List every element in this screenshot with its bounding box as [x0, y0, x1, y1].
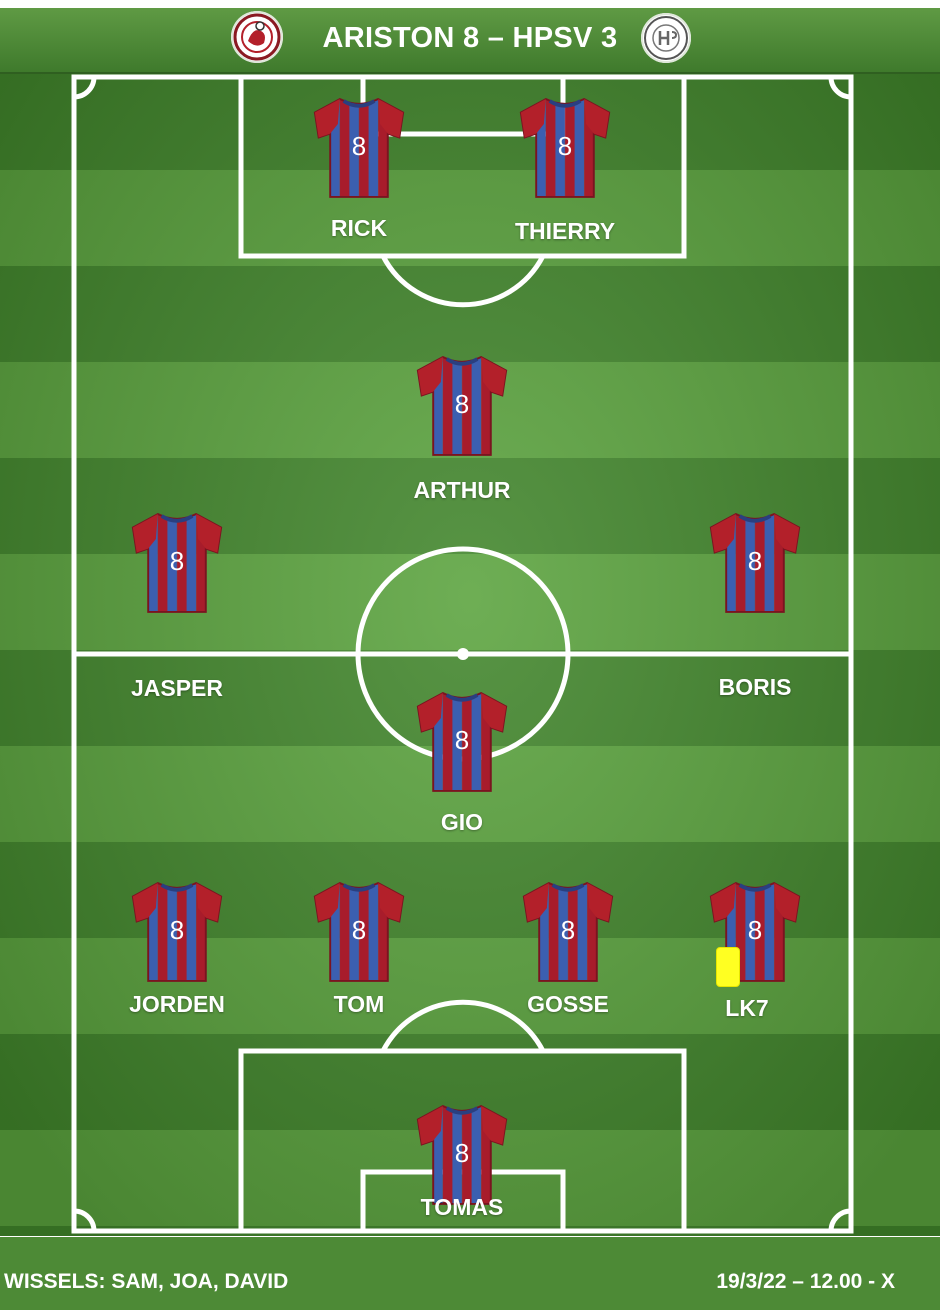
jersey-icon: 8 — [414, 687, 510, 797]
svg-text:8: 8 — [748, 546, 762, 576]
jersey-icon: 8 — [129, 508, 225, 618]
jersey-icon: 8 — [414, 1100, 510, 1210]
svg-text:8: 8 — [561, 915, 575, 945]
player-gosse: 8 GOSSE — [508, 877, 628, 1017]
player-name: TOMAS — [420, 1194, 504, 1220]
header-bar: ARISTON 8 – HPSV 3 — [0, 8, 940, 74]
player-name: BORIS — [718, 674, 792, 700]
svg-text:8: 8 — [748, 915, 762, 945]
player-lk7: 8 LK7 — [695, 877, 815, 1021]
jersey-icon: 8 — [520, 877, 616, 987]
player-name: GIO — [440, 809, 484, 835]
pitch-markings — [71, 74, 854, 1234]
ariston-logo-icon — [231, 11, 283, 63]
player-name: JORDEN — [129, 991, 225, 1017]
jersey-icon: 8 — [311, 93, 407, 203]
player-gio: 8 GIO — [402, 687, 522, 835]
player-name: TOM — [333, 991, 385, 1017]
player-name: THIERRY — [514, 218, 616, 244]
svg-text:8: 8 — [455, 389, 469, 419]
player-tom: 8 TOM — [299, 877, 419, 1017]
player-name: GOSSE — [527, 991, 609, 1017]
yellow-card-icon — [716, 947, 740, 987]
jersey-icon: 8 — [517, 93, 613, 203]
substitutes-text: WISSELS: SAM, JOA, DAVID — [4, 1270, 289, 1293]
jersey-icon: 8 — [707, 877, 803, 987]
hpsv-logo-icon — [641, 13, 691, 63]
svg-text:8: 8 — [455, 725, 469, 755]
player-boris: 8 BORIS — [695, 508, 815, 700]
svg-text:8: 8 — [455, 1138, 469, 1168]
jersey-icon: 8 — [129, 877, 225, 987]
player-jorden: 8 JORDEN — [117, 877, 237, 1017]
match-title: ARISTON 8 – HPSV 3 — [322, 22, 618, 54]
jersey-icon: 8 — [414, 351, 510, 461]
player-name: LK7 — [725, 995, 769, 1021]
svg-text:8: 8 — [352, 131, 366, 161]
match-date-time: 19/3/22 – 12.00 - X — [716, 1270, 895, 1293]
svg-text:8: 8 — [558, 131, 572, 161]
player-jasper: 8 JASPER — [117, 508, 237, 701]
svg-text:8: 8 — [352, 915, 366, 945]
svg-text:8: 8 — [170, 546, 184, 576]
svg-text:8: 8 — [170, 915, 184, 945]
jersey-icon: 8 — [707, 508, 803, 618]
player-name: JASPER — [130, 675, 224, 701]
football-pitch — [0, 74, 940, 1236]
player-thierry: 8 THIERRY — [505, 93, 625, 244]
player-name: ARTHUR — [413, 477, 511, 503]
player-name: RICK — [330, 215, 388, 241]
player-rick: 8 RICK — [299, 93, 419, 241]
footer-bar: WISSELS: SAM, JOA, DAVID 19/3/22 – 12.00… — [0, 1237, 940, 1310]
jersey-icon: 8 — [311, 877, 407, 987]
player-tomas: 8 TOMAS — [402, 1100, 522, 1220]
player-arthur: 8 ARTHUR — [402, 351, 522, 503]
